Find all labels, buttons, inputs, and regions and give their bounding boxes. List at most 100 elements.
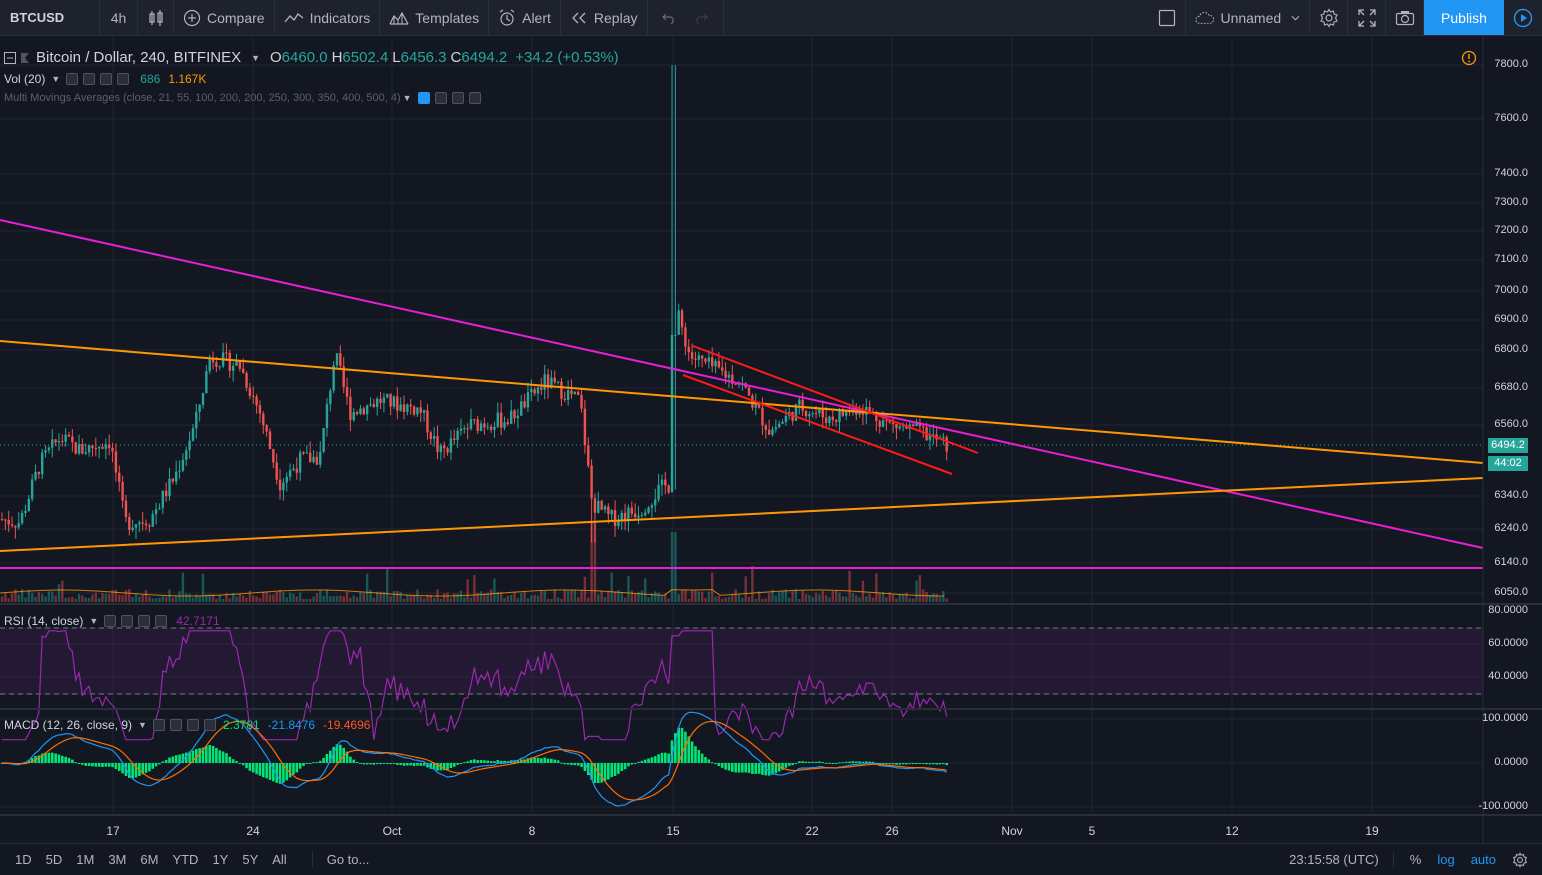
macd-hist-bar [938,763,942,765]
eye-icon[interactable] [66,73,79,85]
close-icon[interactable] [203,719,216,731]
macd-hist-bar [637,761,640,763]
chart-canvas[interactable] [0,37,1542,843]
macd-hist-bar [168,757,171,763]
volume-name[interactable]: Vol (20) [4,72,46,86]
macd-hist-bar [245,763,248,769]
replay-play-button[interactable] [1504,0,1542,35]
time-tick-label: 22 [805,824,819,838]
range-1m[interactable]: 1M [76,852,95,867]
undo-icon[interactable] [661,11,677,25]
candle-body [640,515,644,517]
bottom-bar: 1D 5D 1M 3M 6M YTD 1Y 5Y All Go to... 23… [0,843,1542,875]
settings-button[interactable] [1310,0,1348,35]
templates-button[interactable]: Templates [380,0,490,35]
plus-icon[interactable] [138,615,151,627]
macd-hist-bar [814,761,818,763]
utc-clock[interactable]: 23:15:58 (UTC) [1289,852,1394,867]
interval-button[interactable]: 4h [100,0,138,35]
macd-hist-bar [576,763,580,766]
range-1y[interactable]: 1Y [212,852,229,867]
range-5d[interactable]: 5D [45,852,63,867]
pane-separators [0,37,1542,843]
chart-style-button[interactable] [138,0,174,35]
range-5y[interactable]: 5Y [242,852,259,867]
symbol-search-button[interactable]: BTCUSD [0,0,100,35]
caret-down-icon[interactable]: ▼ [138,720,147,730]
fullscreen-button[interactable] [1348,0,1386,35]
macd-hist-bar [536,757,540,763]
indicators-button[interactable]: Indicators [275,0,381,35]
close-icon[interactable] [468,92,481,104]
macd-hist-bar [791,763,794,766]
volume-bar [704,597,707,602]
publish-button[interactable]: Publish [1424,0,1504,35]
volume-bar [781,590,784,602]
gear-icon[interactable] [169,719,182,731]
range-3m[interactable]: 3M [108,852,127,867]
gear-icon[interactable] [434,92,447,104]
range-ytd[interactable]: YTD [172,852,199,867]
candle-body [201,393,205,405]
volume-bar [845,596,848,602]
candle-body [694,358,697,360]
redo-icon[interactable] [693,11,709,25]
layout-button[interactable] [1148,0,1186,35]
mma-name[interactable]: Multi Movings Averages (close, 21, 55, 1… [4,92,401,104]
macd-hist-bar [442,763,446,771]
grid-lines [0,37,1483,812]
volume-bar [891,594,895,602]
snapshot-button[interactable] [1386,0,1424,35]
range-1d[interactable]: 1D [15,852,32,867]
eye-icon[interactable] [417,92,430,104]
log-toggle[interactable]: log [1437,852,1455,867]
compare-button[interactable]: Compare [174,0,275,35]
volume-bar [121,595,124,602]
range-all[interactable]: All [272,852,287,867]
gear-icon[interactable] [1512,851,1528,868]
layout-name-label: Unnamed [1220,9,1282,26]
symbol-title[interactable]: Bitcoin / Dollar, 240, BITFINEX [36,49,242,66]
warning-icon[interactable] [1461,50,1477,66]
goto-button[interactable]: Go to... [311,852,369,867]
macd-hist-bar [54,753,57,763]
candle-body [449,438,453,453]
caret-down-icon[interactable]: ▼ [89,616,99,626]
candle-body [188,440,191,451]
candle-body [664,479,667,486]
macd-hist-bar [121,763,124,774]
caret-down-icon[interactable]: ▼ [251,52,260,63]
macd-name[interactable]: MACD (12, 26, close, 9) [4,718,133,732]
candle-body [432,435,436,439]
caret-down-icon[interactable]: ▼ [51,74,61,84]
volume-bar [690,590,694,602]
gear-icon[interactable] [121,615,134,627]
volume-bar [506,595,510,602]
save-layout-button[interactable]: Unnamed [1186,0,1310,35]
collapse-icon[interactable] [4,51,16,64]
alert-button[interactable]: Alert [489,0,561,35]
percent-toggle[interactable]: % [1409,852,1422,867]
auto-toggle[interactable]: auto [1470,852,1496,867]
candle-body [4,519,7,521]
eye-icon[interactable] [104,615,117,627]
replay-button[interactable]: Replay [561,0,648,35]
macd-hist-bar [670,740,674,763]
macd-hist-bar [647,758,650,763]
range-6m[interactable]: 6M [140,852,159,867]
plus-icon[interactable] [451,92,464,104]
close-icon[interactable] [117,73,130,85]
gear-icon[interactable] [83,73,96,85]
close-icon[interactable] [155,615,168,627]
macd-hist-bar [935,763,938,765]
plus-icon[interactable] [186,719,199,731]
candle-body [526,392,530,408]
volume-bar [322,595,325,602]
chart-area[interactable]: Bitcoin / Dollar, 240, BITFINEX ▼ O 6460.… [0,37,1542,843]
volume-bar [550,598,553,602]
eye-icon[interactable] [152,719,165,731]
caret-down-icon[interactable]: ▼ [402,93,412,103]
orange-upper-trendline [0,340,1484,464]
rsi-name[interactable]: RSI (14, close) [4,614,84,628]
plus-icon[interactable] [100,73,113,85]
